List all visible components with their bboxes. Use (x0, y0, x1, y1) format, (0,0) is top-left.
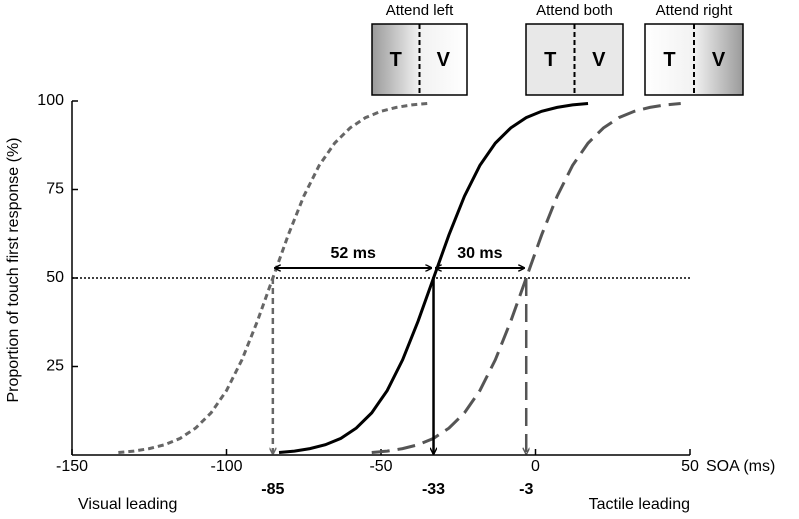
x-tick-label: -50 (369, 458, 392, 475)
y-tick-label: 50 (46, 269, 64, 286)
threshold-label: -85 (261, 481, 284, 498)
panel-title: Attend both (536, 2, 613, 19)
right-note: Tactile leading (589, 496, 690, 513)
difference-label: 52 ms (331, 245, 376, 262)
attention-panel: Attend right T V (644, 2, 744, 96)
x-axis-label: SOA (ms) (706, 458, 775, 475)
x-tick-label: -100 (210, 458, 242, 475)
y-axis-label: Proportion of touch first response (%) (5, 137, 22, 402)
x-tick-label: -150 (56, 458, 88, 475)
panel-right: V (712, 49, 726, 71)
threshold-label: -33 (422, 481, 445, 498)
attention-panel: Attend both T V (525, 2, 624, 96)
y-tick-label: 100 (37, 92, 64, 109)
threshold-label: -3 (519, 481, 533, 498)
y-tick-label: 25 (46, 358, 64, 375)
panel-left: T (663, 49, 675, 71)
x-tick-label: 0 (531, 458, 540, 475)
curve (371, 101, 681, 455)
difference-label: 30 ms (457, 245, 502, 262)
panel-left: T (544, 49, 556, 71)
panel-left: T (390, 49, 402, 71)
attention-panel: Attend left T V (371, 2, 468, 96)
y-tick-label: 75 (46, 181, 64, 198)
panel-right: V (437, 49, 451, 71)
panel-right: V (592, 49, 606, 71)
panel-title: Attend left (386, 2, 454, 19)
x-tick-label: 50 (681, 458, 699, 475)
panel-title: Attend right (656, 2, 734, 19)
left-note: Visual leading (78, 496, 177, 513)
